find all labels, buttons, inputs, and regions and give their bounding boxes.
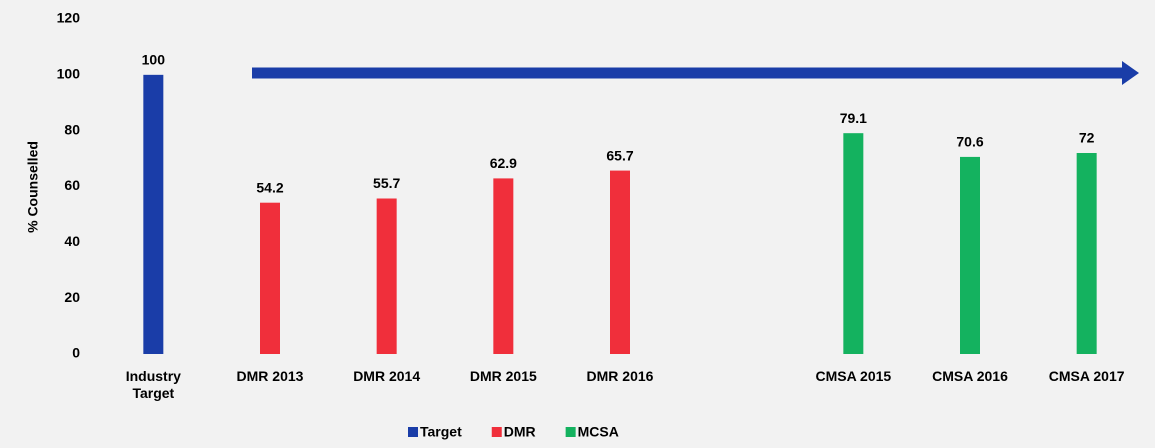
data-label: 70.6 — [956, 134, 983, 150]
x-tick-label: CMSA 2016 — [932, 368, 1008, 384]
x-tick-label: DMR 2014 — [353, 368, 421, 384]
y-tick-label: 40 — [64, 233, 80, 249]
x-tick-label: DMR 2016 — [586, 368, 654, 384]
bar — [376, 198, 397, 354]
x-tick-label: CMSA 2015 — [815, 368, 892, 384]
legend-label: DMR — [504, 424, 536, 440]
x-tick-label: DMR 2013 — [236, 368, 304, 384]
x-tick-label: Industry Target — [125, 368, 181, 401]
arrow-head — [1122, 61, 1139, 85]
y-tick-label: 100 — [57, 66, 81, 82]
legend-swatch — [491, 427, 502, 437]
bar — [260, 202, 280, 354]
bar — [960, 156, 980, 354]
data-label: 72 — [1079, 130, 1095, 146]
x-tick-label: DMR 2015 — [469, 368, 537, 384]
x-tick-label: CMSA 2017 — [1048, 368, 1125, 384]
legend-label: Target — [420, 424, 462, 440]
bar — [1076, 153, 1097, 354]
data-label: 54.2 — [256, 179, 283, 195]
bar — [143, 74, 164, 354]
bar — [610, 170, 630, 354]
bar — [493, 178, 514, 354]
data-label: 65.7 — [606, 147, 633, 163]
legend-swatch — [565, 427, 576, 437]
y-tick-label: 60 — [64, 177, 80, 193]
y-tick-label: 20 — [64, 289, 80, 305]
y-tick-label: 80 — [64, 121, 80, 137]
y-tick-label: 120 — [57, 10, 81, 26]
data-label: 100 — [142, 52, 166, 68]
y-axis-label: % Counselled — [25, 141, 41, 233]
bar — [843, 133, 864, 354]
data-label: 79.1 — [840, 110, 867, 126]
legend-swatch — [408, 427, 418, 437]
y-tick-label: 0 — [72, 345, 80, 361]
data-label: 62.9 — [490, 155, 517, 171]
legend-label: MCSA — [578, 424, 619, 440]
data-label: 55.7 — [373, 175, 400, 191]
